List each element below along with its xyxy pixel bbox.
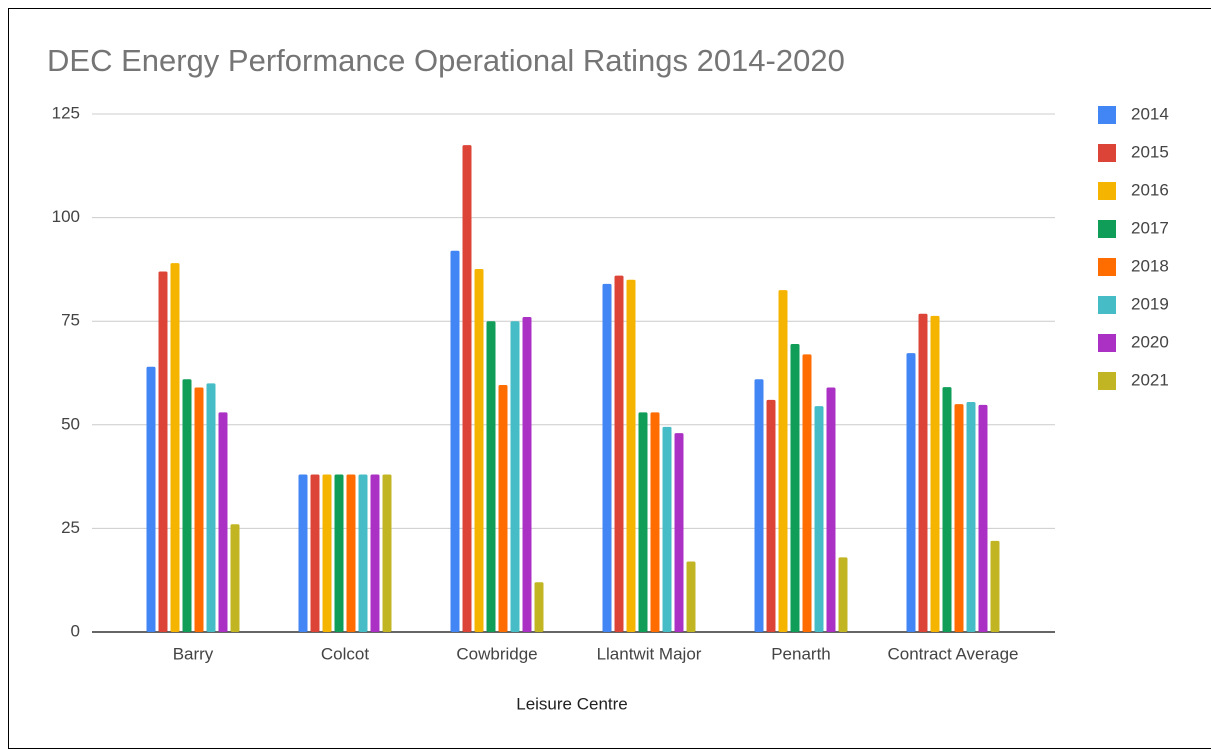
legend-swatch xyxy=(1098,372,1116,390)
bar xyxy=(206,383,216,632)
bar xyxy=(918,313,928,632)
legend-swatch xyxy=(1098,258,1116,276)
legend-swatch xyxy=(1098,296,1116,314)
legend-label: 2018 xyxy=(1131,256,1169,275)
bar xyxy=(930,315,940,632)
bar xyxy=(310,474,320,632)
legend-swatch xyxy=(1098,144,1116,162)
x-tick-label: Colcot xyxy=(321,644,369,663)
bar xyxy=(966,402,976,632)
y-tick-label: 75 xyxy=(61,311,80,330)
bar xyxy=(218,412,228,632)
bar xyxy=(450,250,460,632)
legend-swatch xyxy=(1098,182,1116,200)
bar xyxy=(322,474,332,632)
bar xyxy=(826,387,836,632)
chart-title: DEC Energy Performance Operational Ratin… xyxy=(47,43,845,78)
bar xyxy=(650,412,660,632)
bar xyxy=(230,524,240,632)
x-tick-label: Penarth xyxy=(771,644,831,663)
bar xyxy=(146,366,156,632)
bar xyxy=(510,321,520,632)
y-tick-label: 50 xyxy=(61,414,80,433)
legend-swatch xyxy=(1098,220,1116,238)
legend-label: 2019 xyxy=(1131,294,1169,313)
bar xyxy=(802,354,812,632)
legend-swatch xyxy=(1098,106,1116,124)
bar xyxy=(674,433,684,632)
bar xyxy=(778,290,788,632)
bar xyxy=(486,321,496,632)
bar xyxy=(942,387,952,632)
bar xyxy=(838,557,848,632)
bar xyxy=(462,145,472,632)
x-tick-label: Llantwit Major xyxy=(597,644,702,663)
bar xyxy=(346,474,356,632)
bar xyxy=(334,474,344,632)
bar xyxy=(498,385,508,632)
bar xyxy=(158,271,168,632)
x-axis-label: Leisure Centre xyxy=(516,694,628,713)
legend-label: 2020 xyxy=(1131,332,1169,351)
bar xyxy=(906,353,916,632)
bar xyxy=(382,474,392,632)
bar xyxy=(978,404,988,632)
bar xyxy=(638,412,648,632)
bar xyxy=(182,379,192,632)
bar xyxy=(790,343,800,632)
bar xyxy=(534,582,544,632)
legend-label: 2016 xyxy=(1131,180,1169,199)
legend-label: 2017 xyxy=(1131,218,1169,237)
y-tick-label: 100 xyxy=(52,207,80,226)
bar xyxy=(662,426,672,632)
x-tick-label: Cowbridge xyxy=(456,644,537,663)
bar xyxy=(358,474,368,632)
bar xyxy=(754,379,764,632)
bar xyxy=(990,540,1000,632)
bar xyxy=(614,275,624,632)
y-tick-label: 25 xyxy=(61,518,80,537)
bar xyxy=(474,268,484,632)
x-tick-label: Barry xyxy=(173,644,214,663)
legend-label: 2014 xyxy=(1131,104,1169,123)
bar xyxy=(170,263,180,632)
bar xyxy=(194,387,204,632)
bar xyxy=(298,474,308,632)
legend-label: 2021 xyxy=(1131,370,1169,389)
bar xyxy=(522,317,532,632)
y-tick-label: 125 xyxy=(52,103,80,122)
x-tick-label: Contract Average xyxy=(887,644,1018,663)
bar xyxy=(626,279,636,632)
legend-label: 2015 xyxy=(1131,142,1169,161)
bar xyxy=(370,474,380,632)
legend-swatch xyxy=(1098,334,1116,352)
bar xyxy=(766,399,776,632)
bar xyxy=(954,404,964,632)
y-tick-label: 0 xyxy=(71,621,80,640)
bar xyxy=(814,406,824,632)
bar xyxy=(602,283,612,632)
bar xyxy=(686,561,696,632)
